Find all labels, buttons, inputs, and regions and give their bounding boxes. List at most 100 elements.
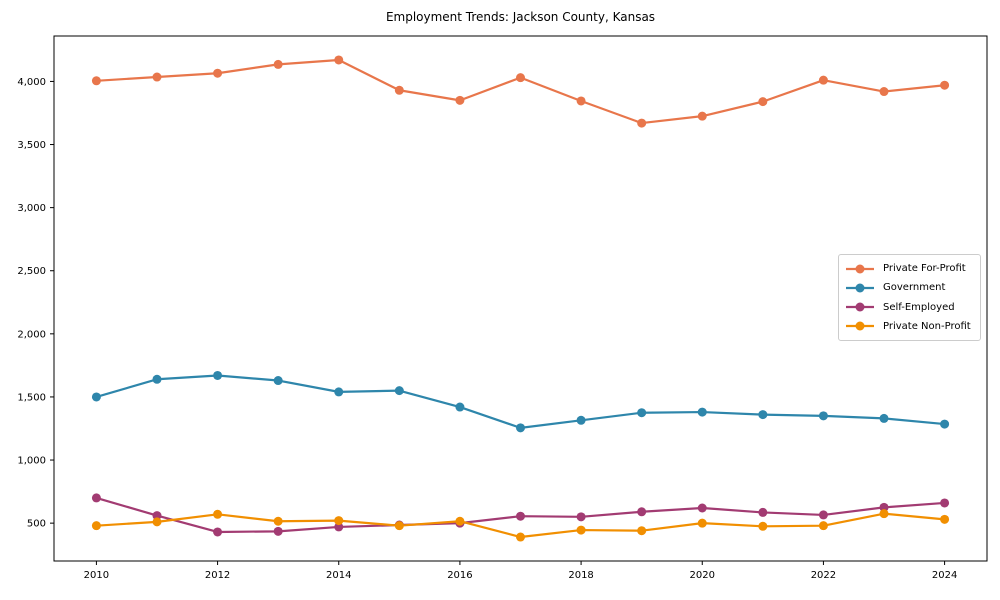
- data-point-marker: [879, 413, 889, 423]
- data-point-marker: [940, 419, 950, 429]
- data-point-marker: [576, 512, 586, 522]
- legend-label: Private For-Profit: [883, 263, 966, 275]
- data-point-marker: [455, 95, 465, 105]
- data-point-marker: [91, 521, 101, 531]
- data-point-marker: [334, 55, 344, 65]
- data-point-marker: [576, 415, 586, 425]
- data-point-marker: [213, 527, 223, 537]
- data-point-marker: [879, 502, 889, 512]
- data-point-marker: [940, 80, 950, 90]
- data-point-marker: [213, 509, 223, 519]
- x-tick-label: 2022: [811, 570, 836, 581]
- legend-line-marker-icon: [846, 302, 874, 312]
- data-point-marker: [879, 509, 889, 519]
- data-point-marker: [394, 85, 404, 95]
- x-tick-label: 2016: [447, 570, 472, 581]
- data-point-marker: [455, 402, 465, 412]
- data-point-marker: [758, 507, 768, 517]
- data-point-marker: [697, 503, 707, 513]
- data-point-marker: [213, 68, 223, 78]
- x-tick-label: 2010: [84, 570, 109, 581]
- legend-dot: [855, 264, 865, 274]
- data-point-marker: [91, 493, 101, 503]
- data-point-marker: [637, 526, 647, 536]
- data-point-marker: [940, 514, 950, 524]
- data-point-marker: [637, 118, 647, 128]
- data-point-marker: [576, 525, 586, 535]
- series-private-non-profit: [91, 509, 950, 542]
- legend-label: Government: [883, 282, 946, 294]
- data-point-marker: [576, 96, 586, 106]
- data-point-marker: [879, 87, 889, 97]
- y-tick-label: 4,000: [17, 77, 46, 88]
- legend-line-marker-icon: [846, 283, 874, 293]
- data-point-marker: [394, 386, 404, 396]
- data-point-marker: [213, 370, 223, 380]
- data-point-marker: [697, 518, 707, 528]
- legend-line-marker-icon: [846, 321, 874, 331]
- chart-title: Employment Trends: Jackson County, Kansa…: [385, 10, 656, 24]
- data-point-marker: [273, 516, 283, 526]
- legend-dot: [855, 283, 865, 293]
- legend-label: Private Non-Profit: [883, 320, 971, 332]
- data-point-marker: [516, 532, 525, 542]
- y-tick-label: 1,000: [17, 456, 46, 467]
- x-tick-label: 2018: [568, 570, 593, 581]
- series-private-for-profit: [91, 55, 950, 128]
- data-point-marker: [152, 517, 162, 527]
- data-point-marker: [334, 387, 344, 397]
- y-tick-label: 2,500: [17, 266, 46, 277]
- data-point-marker: [516, 511, 525, 521]
- x-tick-label: 2014: [326, 570, 351, 581]
- data-point-marker: [334, 516, 344, 526]
- data-point-marker: [273, 376, 283, 386]
- legend-line-marker-icon: [846, 264, 874, 274]
- y-tick-label: 3,000: [17, 203, 46, 214]
- data-point-marker: [818, 521, 828, 531]
- legend-item-government: Government: [845, 282, 974, 294]
- data-point-marker: [334, 522, 344, 532]
- data-point-marker: [697, 407, 707, 417]
- x-tick-label: 2012: [205, 570, 230, 581]
- legend-dot: [855, 321, 865, 331]
- data-point-marker: [758, 521, 768, 531]
- legend: Private For-Profit Government Self-Employe…: [838, 254, 981, 341]
- legend-dot: [855, 302, 865, 312]
- data-point-marker: [758, 97, 768, 107]
- legend-item-private-non-profit: Private Non-Profit: [845, 320, 974, 332]
- y-tick-label: 2,000: [17, 329, 46, 340]
- x-tick-label: 2024: [932, 570, 957, 581]
- data-point-marker: [152, 72, 162, 82]
- y-tick-label: 3,500: [17, 140, 46, 151]
- plot-frame: [53, 35, 988, 562]
- data-point-marker: [152, 511, 162, 521]
- data-point-marker: [273, 59, 283, 69]
- data-point-marker: [91, 392, 101, 402]
- x-tick-label: 2020: [690, 570, 715, 581]
- data-point-marker: [637, 507, 647, 517]
- data-point-marker: [818, 510, 828, 520]
- data-point-marker: [940, 498, 950, 508]
- legend-item-self-employed: Self-Employed: [845, 301, 974, 313]
- data-point-marker: [697, 111, 707, 121]
- data-point-marker: [152, 374, 162, 384]
- data-point-marker: [394, 521, 404, 531]
- data-point-marker: [455, 516, 465, 526]
- legend-label: Self-Employed: [883, 301, 955, 313]
- series-government: [91, 370, 950, 433]
- y-tick-label: 500: [27, 519, 46, 530]
- series-line: [95, 58, 946, 125]
- data-point-marker: [758, 410, 768, 420]
- data-point-marker: [516, 423, 525, 433]
- y-tick-label: 1,500: [17, 392, 46, 403]
- series-line: [95, 374, 946, 429]
- data-point-marker: [273, 526, 283, 536]
- data-point-marker: [91, 76, 101, 86]
- legend-item-private-for-profit: Private For-Profit: [845, 263, 974, 275]
- data-point-marker: [637, 408, 647, 418]
- data-point-marker: [818, 75, 828, 85]
- data-point-marker: [818, 411, 828, 421]
- data-point-marker: [516, 73, 525, 83]
